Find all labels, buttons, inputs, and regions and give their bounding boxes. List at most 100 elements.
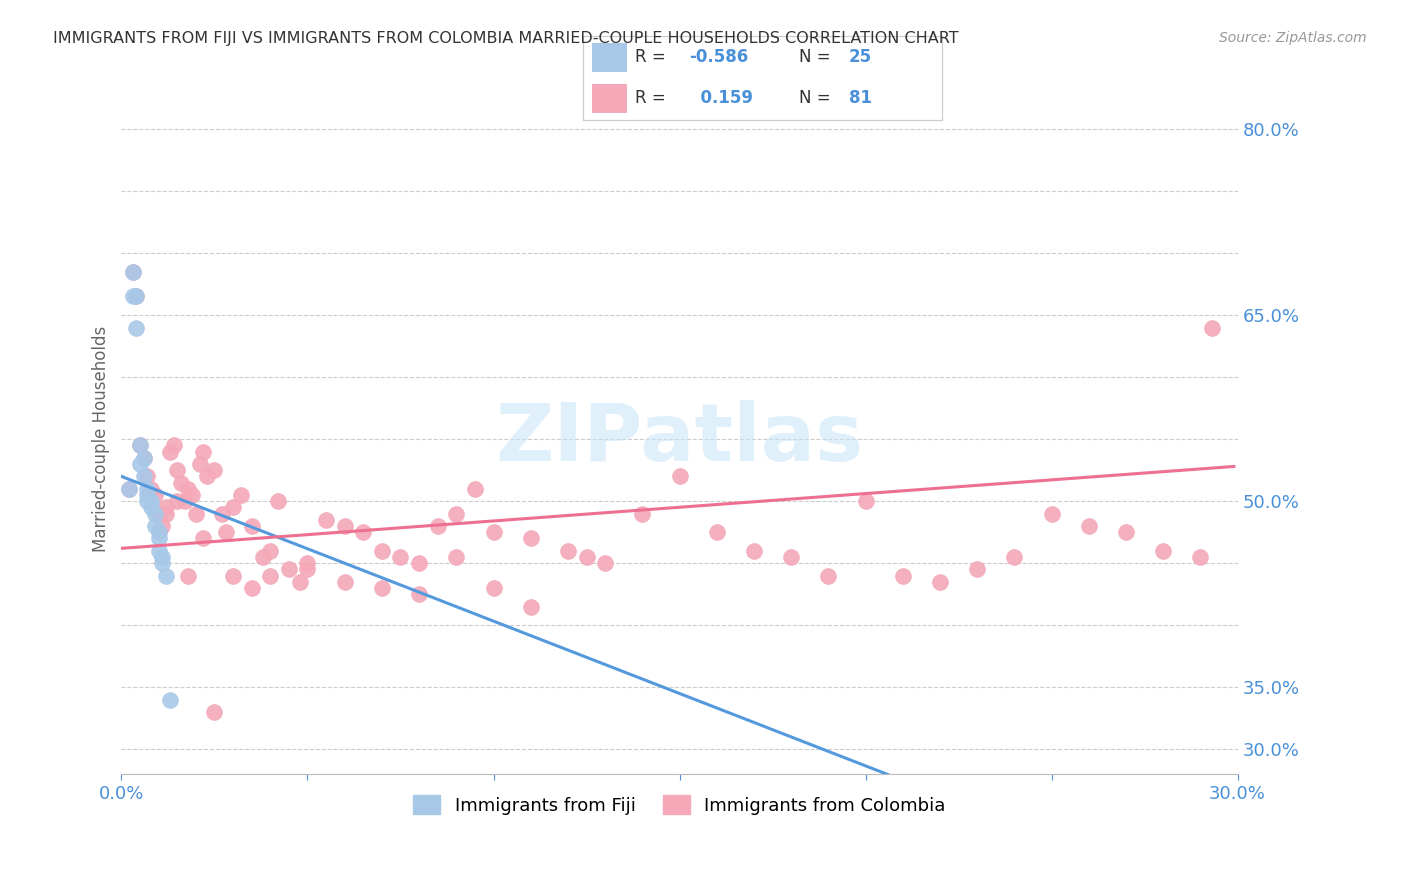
Text: IMMIGRANTS FROM FIJI VS IMMIGRANTS FROM COLOMBIA MARRIED-COUPLE HOUSEHOLDS CORRE: IMMIGRANTS FROM FIJI VS IMMIGRANTS FROM … — [53, 31, 959, 46]
Point — [780, 549, 803, 564]
Text: 81: 81 — [849, 89, 872, 107]
Point — [668, 469, 690, 483]
Point — [173, 494, 195, 508]
Point — [408, 587, 430, 601]
Point — [1201, 320, 1223, 334]
Point — [155, 507, 177, 521]
Point — [371, 544, 394, 558]
Point — [125, 289, 148, 303]
Point — [371, 581, 394, 595]
Point — [1040, 507, 1063, 521]
Point — [150, 519, 173, 533]
Point — [277, 562, 299, 576]
Point — [482, 525, 505, 540]
Point — [229, 488, 252, 502]
Point — [159, 444, 181, 458]
Point — [159, 692, 181, 706]
Point — [195, 469, 218, 483]
Point — [184, 507, 207, 521]
Point — [855, 494, 877, 508]
Point — [1077, 519, 1099, 533]
Point — [742, 544, 765, 558]
Point — [136, 469, 159, 483]
Point — [125, 289, 148, 303]
Point — [575, 549, 598, 564]
Point — [125, 320, 148, 334]
Point — [631, 507, 654, 521]
Point — [333, 574, 356, 589]
Point — [1115, 525, 1137, 540]
Point — [259, 544, 281, 558]
Point — [188, 457, 211, 471]
Point — [446, 549, 468, 564]
Point — [136, 488, 159, 502]
Point — [143, 507, 166, 521]
Point — [132, 450, 155, 465]
Point — [408, 556, 430, 570]
Point — [222, 500, 245, 515]
Point — [121, 265, 143, 279]
Point — [150, 549, 173, 564]
Point — [141, 494, 163, 508]
Point — [141, 482, 163, 496]
Point — [193, 532, 215, 546]
FancyBboxPatch shape — [592, 43, 627, 71]
Point — [141, 500, 163, 515]
Point — [240, 519, 263, 533]
Point — [333, 519, 356, 533]
Point — [118, 482, 141, 496]
Text: R =: R = — [636, 89, 672, 107]
Point — [148, 544, 170, 558]
Y-axis label: Married-couple Households: Married-couple Households — [93, 326, 110, 552]
Point — [315, 513, 337, 527]
Point — [166, 494, 188, 508]
FancyBboxPatch shape — [592, 85, 627, 113]
Point — [593, 556, 616, 570]
Point — [177, 568, 200, 582]
Point — [1189, 549, 1212, 564]
Text: Source: ZipAtlas.com: Source: ZipAtlas.com — [1219, 31, 1367, 45]
Legend: Immigrants from Fiji, Immigrants from Colombia: Immigrants from Fiji, Immigrants from Co… — [406, 789, 953, 822]
Point — [136, 482, 159, 496]
Point — [288, 574, 311, 589]
Point — [148, 507, 170, 521]
Point — [129, 438, 152, 452]
Point — [155, 500, 177, 515]
Point — [446, 507, 468, 521]
Point — [706, 525, 728, 540]
Point — [162, 438, 184, 452]
Point — [204, 463, 226, 477]
Text: -0.586: -0.586 — [689, 48, 748, 66]
Point — [259, 568, 281, 582]
Text: N =: N = — [799, 89, 835, 107]
Point — [482, 581, 505, 595]
Point — [519, 532, 541, 546]
Point — [132, 469, 155, 483]
Point — [426, 519, 449, 533]
Point — [389, 549, 412, 564]
Point — [1152, 544, 1174, 558]
Point — [181, 488, 204, 502]
Point — [148, 525, 170, 540]
Point — [252, 549, 274, 564]
Point — [297, 562, 319, 576]
Point — [966, 562, 988, 576]
Point — [121, 289, 143, 303]
Point — [121, 265, 143, 279]
Point — [143, 519, 166, 533]
Text: R =: R = — [636, 48, 672, 66]
Point — [132, 450, 155, 465]
Point — [150, 556, 173, 570]
Point — [170, 475, 193, 490]
Point — [855, 847, 877, 862]
Point — [136, 494, 159, 508]
Point — [148, 525, 170, 540]
Point — [891, 568, 914, 582]
Point — [211, 507, 233, 521]
Point — [352, 525, 374, 540]
Point — [1002, 549, 1025, 564]
Point — [557, 544, 579, 558]
Point — [267, 494, 290, 508]
Point — [148, 532, 170, 546]
Point — [214, 525, 236, 540]
